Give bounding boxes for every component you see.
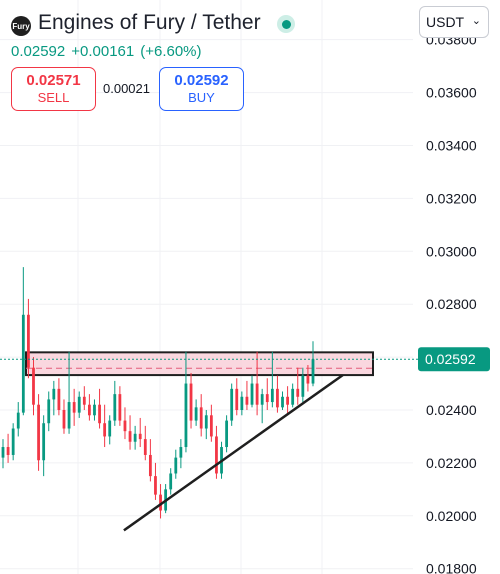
chevron-down-icon: ⌄ [471,15,481,27]
candle-body [209,415,213,437]
candle-body [133,433,137,442]
candle-body [154,476,157,495]
candle-body [301,375,305,397]
live-status-icon [277,15,295,33]
candle-body [215,436,218,474]
symbol-title[interactable]: Engines of Fury / Tether [38,11,261,34]
candle-body [255,383,259,405]
candle-body [281,396,284,408]
sell-label: SELL [37,90,70,105]
candle-body [260,394,264,405]
candle-body [148,454,152,477]
candle-body [47,399,51,424]
candle-body [199,407,203,429]
candle-body [240,396,244,410]
candle-body [143,439,147,455]
price-tick-label: 0.03200 [426,190,477,206]
candle-body [230,388,234,421]
candle-body [87,404,91,416]
sell-button[interactable]: 0.02571 SELL [11,67,96,111]
last-price: 0.02592 [11,43,66,60]
price-axis[interactable]: 0.038000.036000.034000.032000.030000.028… [426,32,477,574]
candle-body [138,433,142,440]
price-tick-label: 0.02200 [426,455,477,471]
candle-body [194,407,198,421]
support-trendline[interactable] [123,374,344,532]
candle-body [184,383,188,448]
candle-body [37,404,40,461]
price-tick-label: 0.02800 [426,296,477,312]
candle-body [21,314,25,413]
candle-body [11,428,15,455]
candle-body [296,388,300,397]
candle-body [174,457,178,474]
candle-body [108,420,112,437]
candle-body [113,394,117,421]
candle-body [62,410,66,429]
candle-body [204,415,208,429]
candle-body [93,404,96,416]
candle-body [245,396,249,405]
last-price-badge [418,347,490,372]
price-change-percent: (+6.60%) [140,43,202,60]
candle-body [225,420,229,448]
candles [1,267,315,519]
candle-body [42,423,46,461]
resistance-zone[interactable] [25,351,374,377]
candle-body [72,402,76,413]
candle-body [311,359,315,384]
buy-label: BUY [188,90,215,105]
candle-body [179,447,183,458]
candle-body [82,396,86,405]
candle-body [103,423,107,437]
candle-body [123,420,127,432]
candle-body [67,402,71,429]
candle-body [6,447,10,455]
candle-body [16,412,20,429]
last-price-label: 0.02592 [425,351,476,367]
candle-body [118,394,122,421]
symbol-header: Fury Engines of Fury / Tether 0.02592 +0.… [0,0,410,115]
price-tick-label: 0.01800 [426,561,477,574]
candle-body [128,431,132,442]
candle-body [77,396,81,413]
candle-body [270,388,274,403]
price-tick-label: 0.03400 [426,137,477,153]
spread-value: 0.00021 [103,81,150,96]
price-quote: 0.02592 +0.00161 (+6.60%) [11,43,208,60]
candle-body [250,383,254,405]
candle-body [189,383,193,421]
currency-select[interactable]: USDT ⌄ [419,6,489,38]
candle-body [1,447,5,458]
candle-body [286,396,289,405]
buy-price: 0.02592 [174,72,229,89]
candle-body [159,494,162,511]
candle-body [57,388,61,410]
candle-body [235,388,239,410]
candle-body [27,314,30,368]
candle-body [169,473,173,490]
candle-body [276,388,279,408]
price-tick-label: 0.03600 [426,85,477,101]
price-tick-label: 0.02400 [426,402,477,418]
sell-price: 0.02571 [26,72,81,89]
buy-button[interactable]: 0.02592 BUY [159,67,244,111]
price-tick-label: 0.02000 [426,508,477,524]
price-change: +0.00161 [71,43,135,60]
candle-body [32,367,35,405]
candle-body [306,375,310,384]
currency-value: USDT [426,14,465,30]
candle-body [52,388,56,400]
candle-body [265,394,269,403]
candle-body [98,404,101,424]
price-tick-label: 0.03000 [426,243,477,259]
candle-body [291,388,295,405]
coin-logo-icon: Fury [11,16,31,36]
